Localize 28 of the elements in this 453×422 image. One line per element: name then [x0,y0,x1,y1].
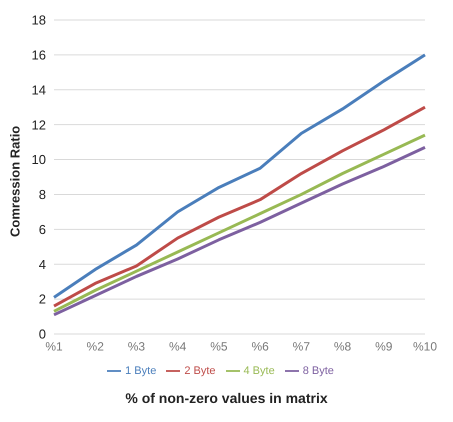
x-tick-label: %4 [168,340,187,354]
y-tick-label: 8 [38,187,46,202]
y-tick-label: 18 [32,12,46,28]
x-axis-title: % of non-zero values in matrix [124,390,329,406]
legend-label: 1 Byte [125,364,156,377]
legend-label: 2 Byte [184,364,216,377]
legend-label: 8 Byte [302,364,334,377]
x-tick-label: %5 [210,340,228,354]
x-tick-label: %7 [292,340,310,354]
y-axis-title: Comression Ratio [8,126,23,237]
legend-label: 4 Byte [244,364,275,377]
x-tick-label: %3 [128,340,146,354]
y-tick-label: 14 [32,82,46,98]
x-tick-label: %8 [334,340,352,354]
line-series [52,53,426,299]
y-tick-label: 0 [38,326,46,342]
x-tick-label: %2 [86,340,104,354]
y-tick-label: 16 [32,48,46,63]
y-tick-label: 6 [38,222,46,237]
x-tick-label: %9 [375,340,393,354]
y-tick-label: 2 [38,292,46,307]
x-tick-label: %10 [412,340,438,354]
x-tick-label: %1 [45,340,63,354]
y-tick-label: 12 [32,117,46,132]
y-tick-label: 10 [32,152,46,168]
y-tick-label: 4 [38,256,46,272]
x-tick-label: %6 [251,340,270,354]
line-series [52,106,426,308]
